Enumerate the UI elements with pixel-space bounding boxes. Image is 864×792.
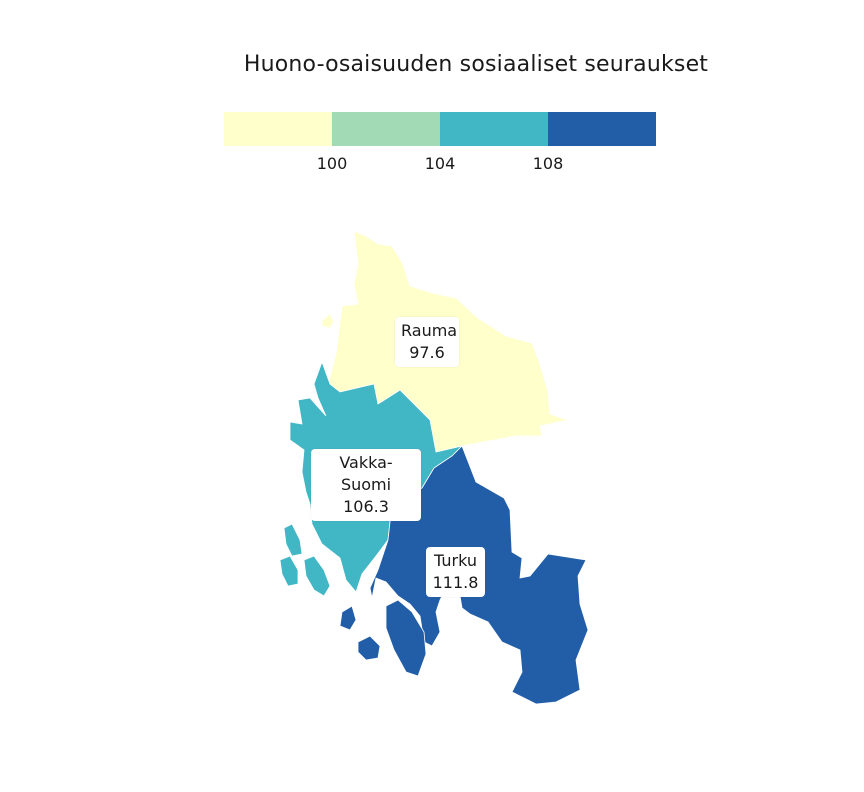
legend-tick-3: 108 [532,154,564,173]
map-title: Huono-osaisuuden sosiaaliset seuraukset [243,52,709,77]
region-name: Turku [434,551,477,570]
legend-tick-2: 104 [424,154,456,173]
legend-tick-1: 100 [316,154,348,173]
legend-swatch-2 [332,112,440,146]
region-value: 106.3 [343,497,389,516]
region-label-vakka-suomi: Vakka-Suomi 106.3 [311,449,421,521]
legend-swatch-3 [440,112,548,146]
region-label-turku: Turku 111.8 [426,547,485,597]
region-name: Vakka-Suomi [339,453,393,494]
legend-swatch-4 [548,112,656,146]
region-label-rauma: Rauma 97.6 [395,317,459,367]
legend-swatch-1 [224,112,332,146]
region-value: 97.6 [409,343,445,362]
region-name: Rauma [401,321,458,340]
region-value: 111.8 [432,573,479,592]
